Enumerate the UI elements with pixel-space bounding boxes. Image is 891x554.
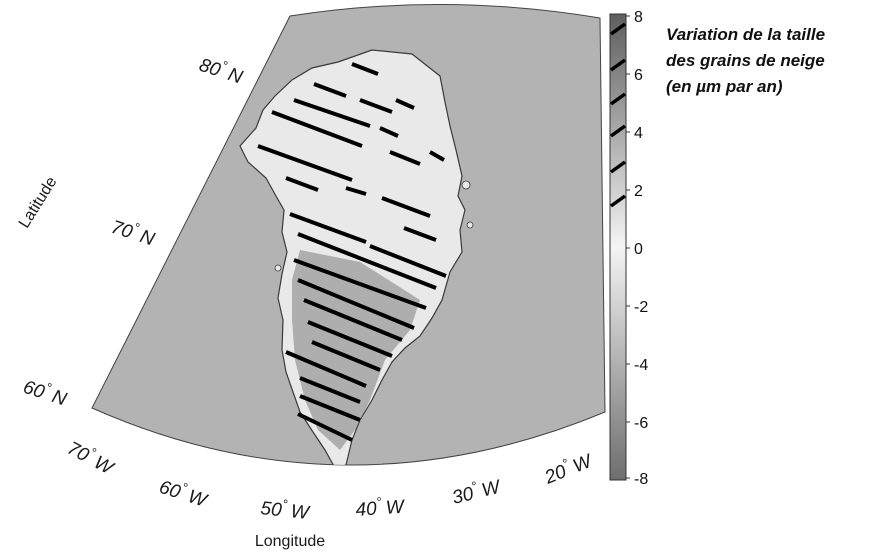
lon-label-40: 40° W (355, 493, 407, 521)
greenland-landmass (239, 49, 474, 466)
lon-label-30: 30°W (449, 472, 504, 508)
ice-sheet-south-shading (292, 250, 420, 450)
colorbar-hatch (609, 22, 627, 208)
colorbar-tick-label: 0 (634, 241, 643, 258)
lat-label-70: 70°N (108, 213, 158, 250)
hatch-marks (257, 62, 447, 442)
lon-label-20: 20°W (540, 447, 597, 489)
colorbar-tick-label: -4 (634, 357, 648, 374)
colorbar-tick-label: -2 (634, 299, 648, 316)
lon-label-50: 50°W (259, 494, 312, 524)
axis-title-latitude: Latitude (16, 174, 61, 231)
colorbar-tick-label: 8 (634, 9, 643, 26)
colorbar-title: Variation de la taille des grains de nei… (666, 22, 890, 100)
colorbar-title-line: Variation de la taille (666, 25, 826, 44)
colorbar-title-line: (en µm par an) (666, 77, 783, 96)
colorbar: 8 6 4 2 0 -2 -4 -6 -8 (609, 9, 648, 488)
lat-label-60: 60°N (20, 373, 70, 410)
colorbar-tick-label: -6 (634, 415, 648, 432)
colorbar-tick-label: -8 (634, 471, 648, 488)
island (466, 221, 474, 229)
lon-label-70: 70°W (64, 434, 120, 480)
colorbar-tick-marks (626, 15, 630, 479)
island (274, 264, 282, 272)
colorbar-tick-label: 4 (634, 125, 643, 142)
island (461, 180, 471, 190)
axis-title-longitude: Longitude (255, 533, 325, 550)
colorbar-tick-label: 6 (634, 67, 643, 84)
colorbar-tick-label: 2 (634, 183, 643, 200)
lon-label-60: 60°W (156, 473, 212, 512)
lat-label-80: 80°N (196, 51, 246, 88)
colorbar-title-line: des grains de neige (666, 51, 825, 70)
colorbar-gradient (609, 13, 627, 481)
